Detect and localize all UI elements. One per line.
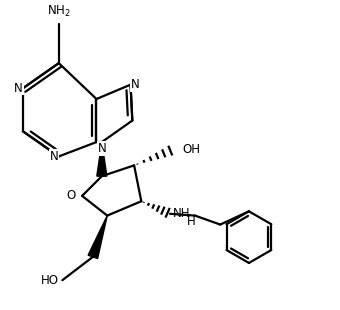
Polygon shape xyxy=(88,216,107,259)
Text: N: N xyxy=(131,78,139,91)
Text: OH: OH xyxy=(183,143,201,156)
Text: O: O xyxy=(66,189,75,202)
Text: NH: NH xyxy=(173,207,190,220)
Text: N: N xyxy=(98,142,106,155)
Text: N: N xyxy=(14,82,23,95)
Text: HO: HO xyxy=(41,274,59,287)
Text: N: N xyxy=(50,150,59,163)
Text: H: H xyxy=(187,215,195,228)
Text: NH$_2$: NH$_2$ xyxy=(47,4,71,19)
Polygon shape xyxy=(97,142,107,176)
